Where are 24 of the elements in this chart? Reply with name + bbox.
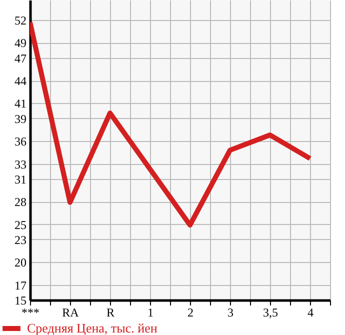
x-tick-label: 3: [228, 306, 234, 320]
x-tick-label: 3,5: [263, 306, 278, 320]
y-tick-label: 36: [14, 134, 26, 149]
y-tick-label: 23: [14, 232, 26, 247]
y-tick-label: 31: [14, 172, 26, 186]
y-tick-label: 20: [14, 256, 26, 270]
y-tick-label: 41: [14, 96, 26, 111]
legend-label: Средняя Цена, тыс. йен: [27, 320, 158, 335]
x-tick-label: 4: [308, 306, 314, 320]
y-tick-label: 28: [14, 195, 26, 210]
x-tick-label: ***: [22, 306, 40, 320]
x-tick-label: R: [106, 306, 115, 320]
y-tick-label: 25: [14, 218, 26, 232]
y-tick-label: 15: [14, 294, 26, 308]
x-tick-label: RA: [62, 306, 80, 320]
y-tick-label: 49: [14, 36, 26, 50]
y-tick-label: 39: [14, 112, 26, 126]
x-tick-label: 1: [148, 306, 154, 320]
x-tick-label: 2: [188, 306, 194, 320]
y-tick-label: 44: [14, 74, 26, 88]
y-tick-label: 47: [14, 51, 26, 66]
y-tick-label: 17: [14, 278, 26, 292]
y-tick-label: 33: [14, 157, 26, 172]
y-tick-label: 52: [14, 13, 26, 28]
